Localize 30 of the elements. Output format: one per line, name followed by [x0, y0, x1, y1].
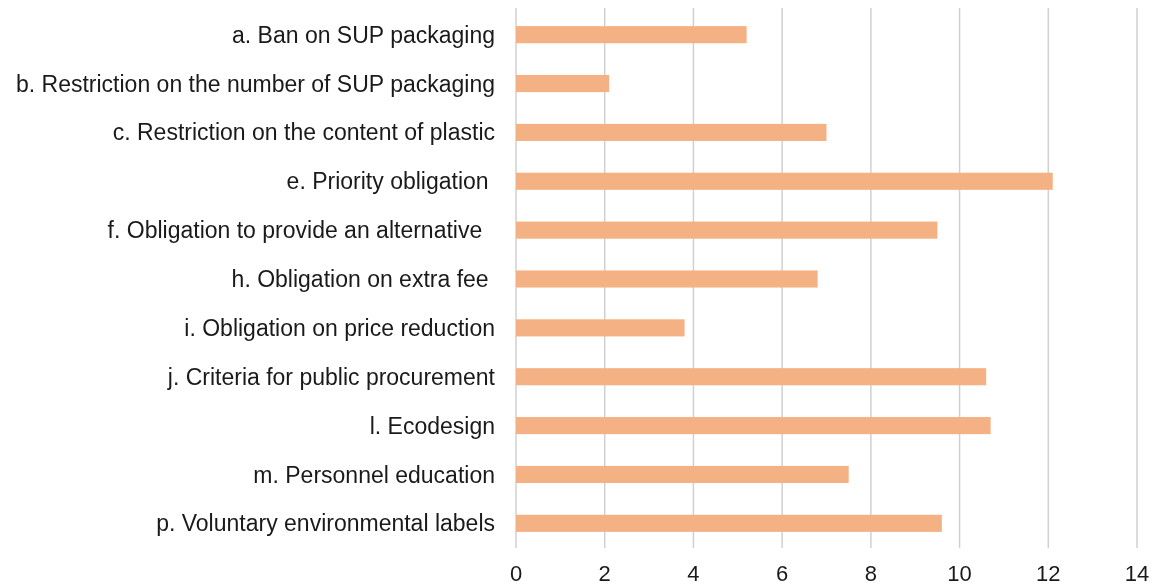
x-tick-label: 4: [687, 561, 700, 586]
y-tick-label: h. Obligation on extra fee: [231, 266, 495, 293]
bar: [516, 270, 818, 288]
bar: [516, 172, 1053, 190]
x-tick-label: 6: [776, 561, 789, 586]
bar: [516, 368, 987, 386]
bar: [516, 514, 942, 532]
x-tick-label: 10: [947, 561, 972, 586]
bar: [516, 417, 991, 435]
bar: [516, 319, 685, 337]
y-tick-label: l. Ecodesign: [369, 412, 495, 439]
bar: [516, 221, 938, 239]
y-tick-label: j. Criteria for public procurement: [166, 363, 496, 390]
x-tick-label: 14: [1124, 561, 1150, 586]
y-tick-label: c. Restriction on the content of plastic: [112, 119, 495, 146]
y-tick-label: a. Ban on SUP packaging: [232, 21, 495, 48]
bar: [516, 123, 827, 141]
bar: [516, 465, 849, 484]
y-tick-label: i. Obligation on price reduction: [184, 314, 495, 341]
x-tick-label: 0: [509, 561, 523, 586]
bar: [516, 74, 610, 93]
x-tick-label: 8: [864, 561, 877, 586]
x-tick-label: 12: [1036, 561, 1061, 586]
y-tick-label: e. Priority obligation: [286, 168, 495, 195]
y-tick-label: m. Personnel education: [253, 461, 495, 488]
y-tick-label: b. Restriction on the number of SUP packaging: [15, 70, 495, 97]
bar: [516, 26, 747, 44]
y-tick-label: p. Voluntary environmental labels: [156, 510, 495, 537]
x-tick-label: 2: [598, 561, 611, 586]
y-tick-label: f. Obligation to provide an alternative: [107, 217, 495, 244]
